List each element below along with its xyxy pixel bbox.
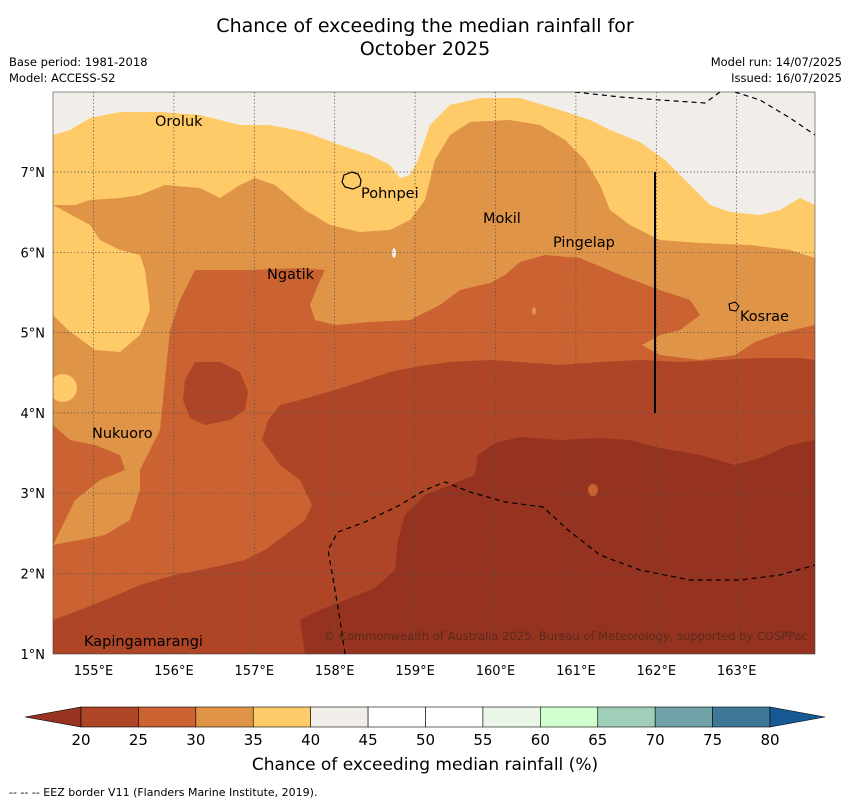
colorbar <box>24 706 826 728</box>
colorbar-segment <box>310 706 369 728</box>
issued-label: Issued: 16/07/2025 <box>731 71 842 85</box>
place-label-ngatik: Ngatik <box>267 267 315 283</box>
colorbar-segment <box>252 706 311 728</box>
region-40-45-patch <box>710 100 815 150</box>
map-credit: © Commonwealth of Australia 2025, Bureau… <box>324 629 808 643</box>
lon-tick-label: 156°E <box>154 664 194 679</box>
colorbar-segment <box>195 706 254 728</box>
colorbar-extend-high <box>769 706 826 728</box>
blob-25-30-small <box>588 484 598 496</box>
colorbar-tick-label: 75 <box>703 731 722 749</box>
colorbar-tick-label: 30 <box>186 731 205 749</box>
colorbar-segment <box>597 706 656 728</box>
place-label-kosrae: Kosrae <box>740 309 789 325</box>
colorbar-tick-label: 20 <box>71 731 90 749</box>
colorbar-segment <box>425 706 484 728</box>
map-title-line2: October 2025 <box>359 38 491 60</box>
lat-tick-label: 1°N <box>21 648 46 663</box>
colorbar-segment <box>712 706 771 728</box>
colorbar-tick-label: 50 <box>416 731 435 749</box>
place-label-oroluk: Oroluk <box>155 114 203 130</box>
model-run-label: Model run: 14/07/2025 <box>710 55 842 69</box>
lon-tick-label: 158°E <box>315 664 355 679</box>
lon-tick-label: 162°E <box>637 664 677 679</box>
region-lt20 <box>300 437 815 654</box>
eez-border-north <box>574 92 721 104</box>
blob-30-35-small <box>532 307 536 315</box>
colorbar-extend-low <box>24 706 82 728</box>
colorbar-segment <box>482 706 541 728</box>
lat-tick-label: 2°N <box>21 568 46 583</box>
base-period-label: Base period: 1981-2018 <box>9 55 148 69</box>
lon-tick-label: 155°E <box>74 664 114 679</box>
eez-footer-note: -- -- -- EEZ border V11 (Flanders Marine… <box>9 786 318 799</box>
lat-tick-label: 7°N <box>21 166 46 181</box>
place-label-kapingamarangi: Kapingamarangi <box>84 634 203 650</box>
lon-tick-label: 163°E <box>717 664 757 679</box>
colorbar-tick-label: 35 <box>244 731 263 749</box>
colorbar-label: Chance of exceeding median rainfall (%) <box>251 755 599 775</box>
blob-40-45-small <box>392 248 396 258</box>
model-label: Model: ACCESS-S2 <box>9 71 116 85</box>
eez-border-east <box>734 92 815 136</box>
lon-tick-label: 159°E <box>395 664 435 679</box>
lat-tick-label: 3°N <box>21 487 46 502</box>
kosrae-island <box>728 301 740 312</box>
colorbar-tick-label: 65 <box>588 731 607 749</box>
lat-tick-label: 5°N <box>21 327 46 342</box>
blob-35-40-west <box>53 374 77 402</box>
colorbar-segment <box>654 706 713 728</box>
region-40-45-north <box>53 92 815 215</box>
colorbar-tick-label: 25 <box>129 731 148 749</box>
lon-tick-label: 157°E <box>235 664 275 679</box>
colorbar-tick-label: 80 <box>760 731 779 749</box>
colorbar-segment <box>80 706 139 728</box>
map-title-line1: Chance of exceeding the median rainfall … <box>216 15 634 37</box>
map-frame <box>52 91 816 655</box>
place-label-pohnpei: Pohnpei <box>361 186 419 202</box>
colorbar-tick-label: 40 <box>301 731 320 749</box>
colorbar-tick-label: 55 <box>473 731 492 749</box>
place-label-mokil: Mokil <box>483 211 521 227</box>
place-label-pingelap: Pingelap <box>553 235 615 251</box>
lat-tick-label: 6°N <box>21 246 46 261</box>
lon-tick-label: 160°E <box>476 664 516 679</box>
region-25-30-west <box>53 425 125 640</box>
lat-tick-label: 4°N <box>21 407 46 422</box>
region-20-25-west <box>183 362 248 425</box>
pohnpei-island <box>341 171 362 190</box>
eez-border-south <box>327 481 815 654</box>
lon-tick-label: 161°E <box>556 664 596 679</box>
colorbar-segment <box>367 706 426 728</box>
place-label-nukuoro: Nukuoro <box>92 426 153 442</box>
colorbar-segment <box>540 706 599 728</box>
colorbar-tick-label: 70 <box>646 731 665 749</box>
colorbar-segment <box>138 706 197 728</box>
colorbar-tick-label: 60 <box>531 731 550 749</box>
colorbar-tick-label: 45 <box>359 731 378 749</box>
